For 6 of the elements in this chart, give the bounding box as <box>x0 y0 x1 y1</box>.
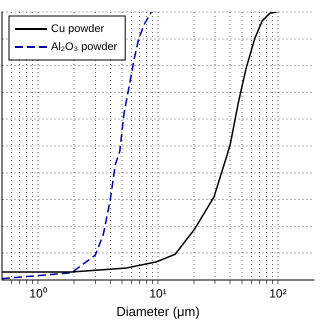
x-tick-label: 10¹ <box>149 286 167 301</box>
x-axis-title: Diameter (μm) <box>116 304 200 319</box>
legend-label: Cu powder <box>51 23 105 36</box>
x-tick-label: 10² <box>269 286 287 301</box>
x-tick-label: 10⁰ <box>29 286 47 301</box>
legend-label: Al₂O₃ powder <box>51 41 118 54</box>
